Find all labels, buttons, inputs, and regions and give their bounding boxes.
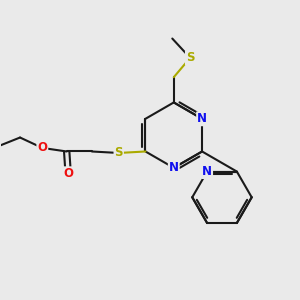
Text: O: O (37, 141, 47, 154)
Text: N: N (169, 161, 179, 174)
Text: N: N (197, 112, 207, 125)
Text: S: S (186, 51, 194, 64)
Text: S: S (115, 146, 123, 160)
Text: N: N (202, 165, 212, 178)
Text: O: O (63, 167, 73, 180)
